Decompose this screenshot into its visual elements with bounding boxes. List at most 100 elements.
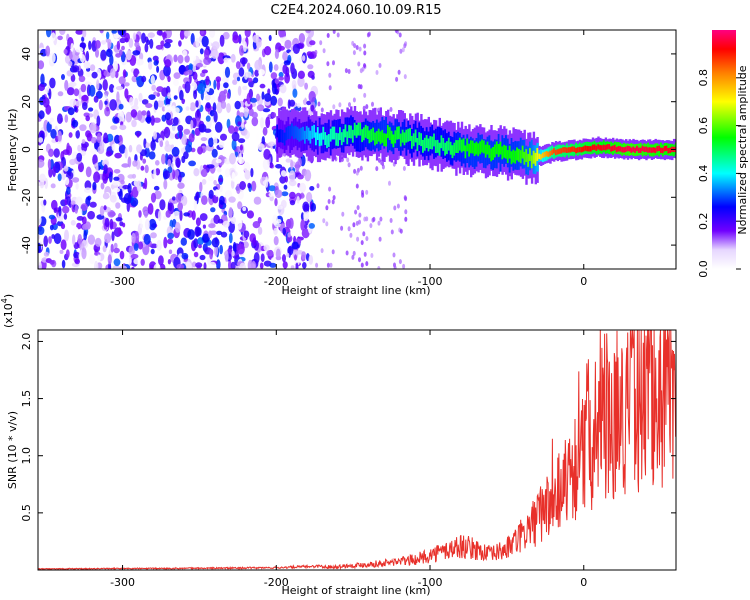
ridge-cell bbox=[457, 140, 460, 153]
noise-speck bbox=[43, 251, 50, 257]
noise-speck bbox=[326, 33, 330, 38]
noise-speck bbox=[150, 248, 155, 255]
noise-speck bbox=[119, 221, 124, 227]
noise-speck bbox=[235, 146, 241, 153]
noise-speck bbox=[141, 99, 149, 105]
ridge-cell bbox=[582, 146, 585, 152]
noise-speck bbox=[326, 262, 330, 268]
noise-speck bbox=[230, 216, 236, 224]
noise-speck bbox=[96, 79, 100, 91]
ridge-cell bbox=[613, 144, 617, 151]
spectrogram-ylabel: Frequency (Hz) bbox=[6, 109, 19, 192]
noise-speck bbox=[141, 75, 147, 83]
noise-speck bbox=[148, 61, 153, 70]
ridge-cell bbox=[387, 123, 390, 153]
noise-speck bbox=[201, 178, 207, 185]
noise-speck bbox=[149, 243, 158, 249]
ridge-cell bbox=[438, 142, 441, 156]
noise-speck bbox=[307, 64, 314, 70]
noise-speck bbox=[69, 98, 77, 107]
noise-speck bbox=[338, 102, 342, 108]
noise-speck bbox=[44, 177, 48, 190]
noise-speck bbox=[366, 32, 370, 38]
noise-speck bbox=[300, 93, 306, 101]
noise-speck bbox=[270, 72, 278, 80]
noise-speck bbox=[88, 40, 92, 50]
noise-speck bbox=[288, 99, 296, 107]
noise-speck bbox=[195, 262, 203, 268]
noise-speck bbox=[117, 227, 122, 236]
snr-series-line bbox=[38, 330, 676, 570]
noise-speck bbox=[302, 201, 310, 212]
ridge-cell bbox=[604, 145, 608, 151]
svg-text:(x104): (x104) bbox=[0, 294, 15, 328]
colorbar-tick-label: 0.4 bbox=[697, 165, 710, 183]
noise-speck bbox=[48, 148, 54, 157]
noise-speck bbox=[347, 69, 351, 74]
noise-speck bbox=[68, 132, 73, 138]
spectrogram-xlabel: Height of straight line (km) bbox=[281, 284, 430, 297]
ridge-cell bbox=[281, 129, 285, 143]
noise-speck bbox=[251, 111, 258, 119]
ridge-cell bbox=[577, 147, 580, 153]
noise-speck bbox=[128, 245, 135, 256]
colorbar-tick-label: 0.0 bbox=[697, 260, 710, 278]
noise-speck bbox=[219, 34, 225, 47]
noise-speck bbox=[307, 70, 315, 78]
noise-speck bbox=[363, 43, 367, 49]
ridge-cell bbox=[409, 128, 412, 141]
noise-speck bbox=[308, 255, 314, 265]
ridge-cell bbox=[305, 126, 309, 139]
ridge-cell bbox=[377, 128, 381, 142]
noise-speck bbox=[316, 183, 320, 189]
noise-speck bbox=[357, 84, 361, 89]
snr-ylabel: SNR (10 * v/v) bbox=[6, 411, 19, 489]
noise-speck bbox=[79, 54, 86, 63]
noise-speck bbox=[357, 61, 361, 67]
noise-speck bbox=[72, 226, 79, 236]
noise-speck bbox=[96, 132, 102, 144]
ridge-cell bbox=[619, 146, 622, 152]
noise-speck bbox=[131, 232, 136, 244]
noise-speck bbox=[188, 160, 197, 167]
noise-speck bbox=[217, 218, 224, 224]
noise-speck bbox=[208, 230, 213, 239]
ridge-cell bbox=[466, 138, 469, 152]
noise-speck bbox=[163, 170, 170, 180]
noise-speck bbox=[389, 218, 393, 223]
noise-speck bbox=[212, 194, 219, 204]
noise-speck bbox=[92, 181, 97, 191]
noise-speck bbox=[220, 133, 227, 141]
ridge-cell bbox=[648, 147, 652, 153]
ridge-cell bbox=[359, 123, 362, 153]
noise-speck bbox=[48, 52, 56, 64]
noise-speck bbox=[102, 172, 108, 184]
noise-speck bbox=[164, 59, 172, 68]
noise-speck bbox=[108, 171, 113, 183]
noise-speck bbox=[201, 195, 208, 206]
ridge-cell bbox=[626, 145, 630, 152]
noise-speck bbox=[256, 105, 261, 110]
noise-speck bbox=[50, 183, 56, 189]
noise-speck bbox=[172, 196, 176, 201]
noise-speck bbox=[322, 218, 326, 224]
noise-speck bbox=[136, 132, 140, 138]
noise-speck bbox=[109, 99, 117, 111]
noise-speck bbox=[177, 124, 184, 132]
ridge-cell bbox=[514, 150, 517, 164]
ridge-cell bbox=[615, 146, 619, 153]
noise-speck bbox=[267, 141, 276, 147]
noise-speck bbox=[40, 73, 45, 85]
noise-speck bbox=[157, 177, 165, 184]
noise-speck bbox=[70, 200, 76, 205]
ridge-cell bbox=[329, 128, 333, 142]
ridge-cell bbox=[291, 123, 294, 137]
noise-speck bbox=[399, 228, 403, 234]
noise-speck bbox=[94, 237, 102, 247]
ridge-cell bbox=[650, 147, 654, 153]
noise-speck bbox=[89, 254, 95, 265]
noise-speck bbox=[270, 95, 278, 106]
noise-speck bbox=[167, 259, 171, 265]
noise-speck bbox=[211, 49, 219, 59]
noise-speck bbox=[344, 68, 348, 74]
